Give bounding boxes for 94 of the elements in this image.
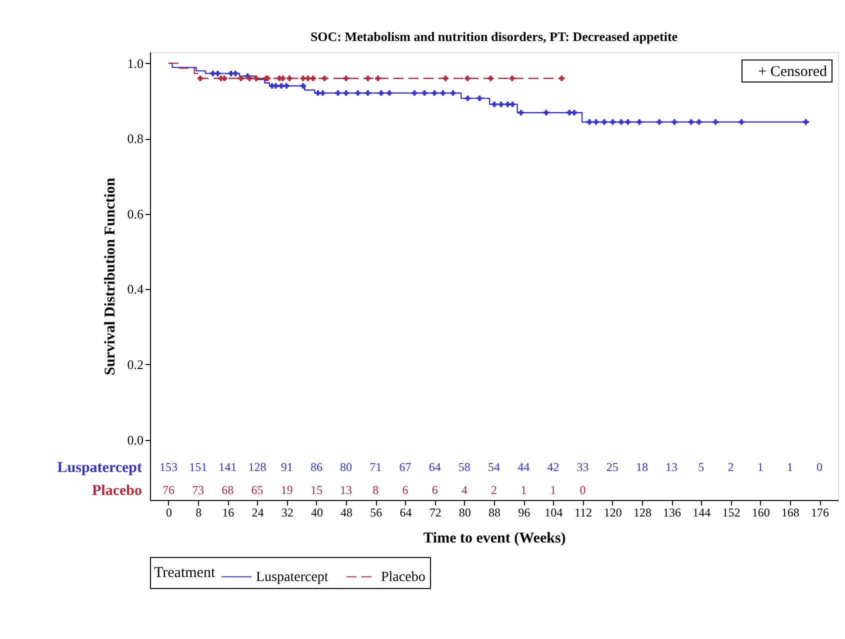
text: Placebo: [92, 482, 142, 499]
x-tick-label: 64: [400, 506, 412, 520]
text: Luspatercept: [57, 460, 142, 476]
point: [442, 76, 448, 82]
point: [343, 90, 349, 96]
point: [280, 76, 286, 82]
point: [738, 119, 744, 125]
x-tick-label: 168: [781, 506, 800, 520]
point: [492, 102, 498, 108]
y-tick-label: 0.2: [127, 356, 144, 372]
x-tick-label: 104: [544, 506, 563, 520]
point: [696, 119, 702, 125]
point: [386, 90, 392, 96]
legend-title: Treatment: [154, 565, 216, 581]
point: [450, 90, 456, 96]
point: [198, 76, 204, 82]
point: [253, 76, 259, 82]
point: [320, 90, 326, 96]
point: [464, 76, 470, 82]
x-tick-label: 8: [196, 506, 202, 520]
point: [440, 90, 446, 96]
point: [586, 119, 592, 125]
chart-title: SOC: Metabolism and nutrition disorders, PT: Decreased appetite: [310, 29, 678, 44]
point: [636, 119, 642, 125]
y-tick-label: 0.0: [127, 432, 144, 448]
point: [375, 76, 381, 82]
point: [355, 90, 361, 96]
x-tick-label: 176: [811, 506, 830, 520]
point: [273, 83, 278, 89]
point: [305, 76, 311, 82]
x-tick-label: 96: [518, 506, 530, 520]
x-tick-label: 144: [692, 506, 711, 520]
x-tick-label: 40: [310, 506, 323, 520]
point: [422, 90, 428, 96]
annotation: + Censored: [758, 64, 828, 80]
point: [688, 119, 694, 125]
point: [322, 76, 328, 82]
point: [488, 76, 494, 82]
point: [412, 90, 418, 96]
point: [558, 76, 564, 82]
text: 76 73 68 65 19 15 13 8 6 6 4 2 1 1 0: [162, 482, 586, 497]
point: [625, 119, 631, 125]
y-tick-label: 0.8: [127, 131, 144, 146]
y-axis-title: Survival Distribution Function: [102, 177, 118, 376]
x-tick-label: 80: [458, 506, 471, 520]
point: [310, 76, 316, 82]
x-tick-label: 24: [252, 506, 264, 520]
point: [610, 119, 616, 125]
x-tick-label: 72: [429, 506, 442, 520]
point: [335, 90, 341, 96]
x-tick-label: 120: [604, 506, 622, 520]
point: [510, 102, 516, 108]
point: [286, 76, 292, 82]
x-tick-label: 136: [663, 506, 682, 520]
x-tick-label: 112: [574, 506, 592, 520]
point: [543, 110, 549, 116]
x-tick-label: 56: [370, 506, 382, 520]
point: [222, 76, 228, 82]
x-axis-title: Time to event (Weeks): [423, 530, 566, 546]
point: [803, 119, 809, 125]
y-tick-label: 1.0: [127, 56, 144, 71]
point: [432, 90, 438, 96]
x-tick-label: 32: [281, 506, 294, 520]
point: [300, 83, 306, 89]
x-tick-label: 160: [752, 506, 770, 520]
point: [498, 102, 504, 108]
y-tick-label: 0.6: [127, 206, 144, 222]
point: [378, 90, 384, 96]
point: [572, 110, 578, 116]
x-tick-label: 128: [633, 506, 652, 520]
x-tick-label: 16: [222, 506, 234, 520]
point: [232, 70, 238, 76]
point: [214, 70, 220, 76]
point: [465, 96, 470, 102]
point: [278, 83, 284, 89]
point: [504, 102, 510, 108]
x-tick-label: 88: [488, 506, 500, 520]
point: [618, 119, 624, 125]
point: [343, 76, 349, 82]
point: [365, 90, 371, 96]
point: [593, 119, 599, 125]
text: 153 151 141 128 91 86 80 71 67 64 58 54 44 42 33 25 18 13 5 2 1 1 0: [159, 460, 823, 474]
point: [476, 96, 482, 102]
x-tick-label: 0: [166, 506, 172, 520]
point: [509, 76, 515, 82]
point: [656, 119, 662, 125]
point: [365, 76, 371, 82]
legend-label: Luspatercept: [256, 570, 328, 585]
y-tick-label: 0.4: [127, 282, 144, 297]
point: [712, 119, 718, 125]
legend-label: Placebo: [381, 570, 426, 585]
x-tick-label: 48: [340, 506, 353, 520]
x-tick-label: 152: [722, 506, 740, 520]
point: [601, 119, 607, 125]
